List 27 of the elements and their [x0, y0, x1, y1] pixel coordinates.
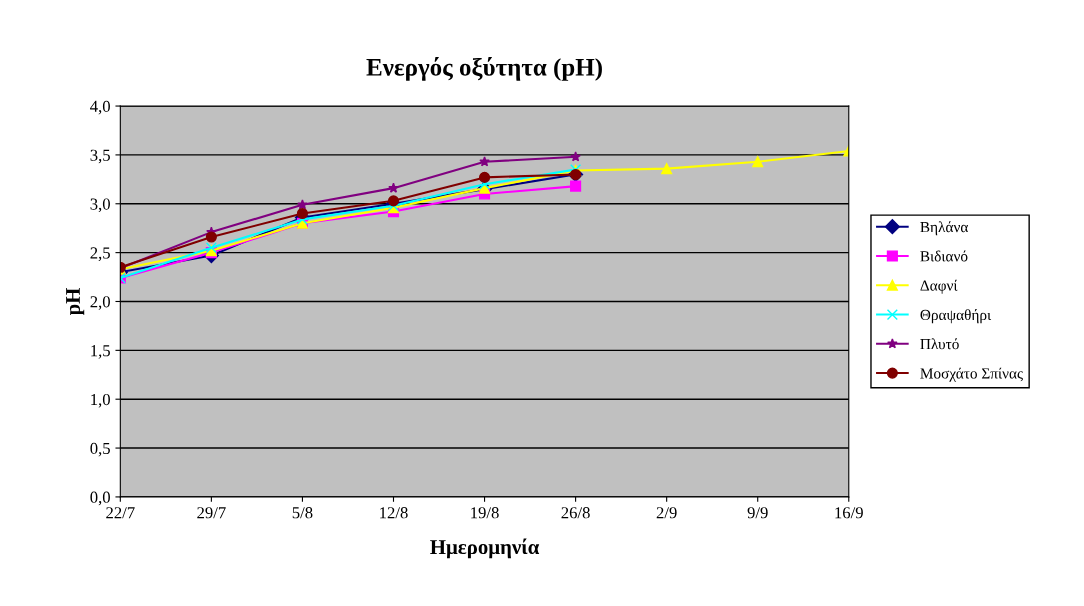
x-tick-label: 2/9 [656, 507, 677, 519]
x-tick-label: 9/9 [747, 507, 768, 519]
y-tick-label: 1,5 [91, 345, 110, 359]
x-tick-label: 26/8 [561, 507, 590, 519]
x-axis-title: Ημερομηνία [430, 538, 540, 559]
x-tick-label: 19/8 [471, 507, 499, 519]
y-tick-label: 0,5 [90, 442, 110, 457]
legend-label: Βιδιανό [920, 250, 968, 262]
x-tick-label: 12/8 [380, 507, 408, 519]
y-tick-label: 2,0 [90, 296, 110, 310]
y-tick-label: 3,0 [90, 198, 110, 213]
x-tick-label: 16/9 [835, 507, 863, 519]
legend-label: Μοσχάτο Σπίνας [920, 367, 1023, 382]
y-tick-label: 3,5 [90, 149, 110, 164]
x-tick-label: 29/7 [197, 507, 226, 519]
x-tick-label: 5/8 [292, 507, 313, 519]
y-tick-label: 0,0 [90, 491, 110, 506]
y-tick-label: 1,0 [91, 393, 110, 408]
legend-label: Πλυτό [920, 338, 959, 350]
y-tick-label: 2,5 [90, 247, 110, 261]
y-axis-title: pH [66, 287, 85, 316]
x-tick-label: 22/7 [106, 507, 135, 519]
chart-title: Ενεργός οξύτητα (pH) [366, 56, 602, 81]
legend-label: Βηλάνα [920, 221, 969, 236]
y-tick-label: 4,0 [90, 100, 110, 115]
legend-label: Θραψαθήρι [920, 309, 992, 324]
legend-label: Δαφνί [920, 279, 958, 294]
